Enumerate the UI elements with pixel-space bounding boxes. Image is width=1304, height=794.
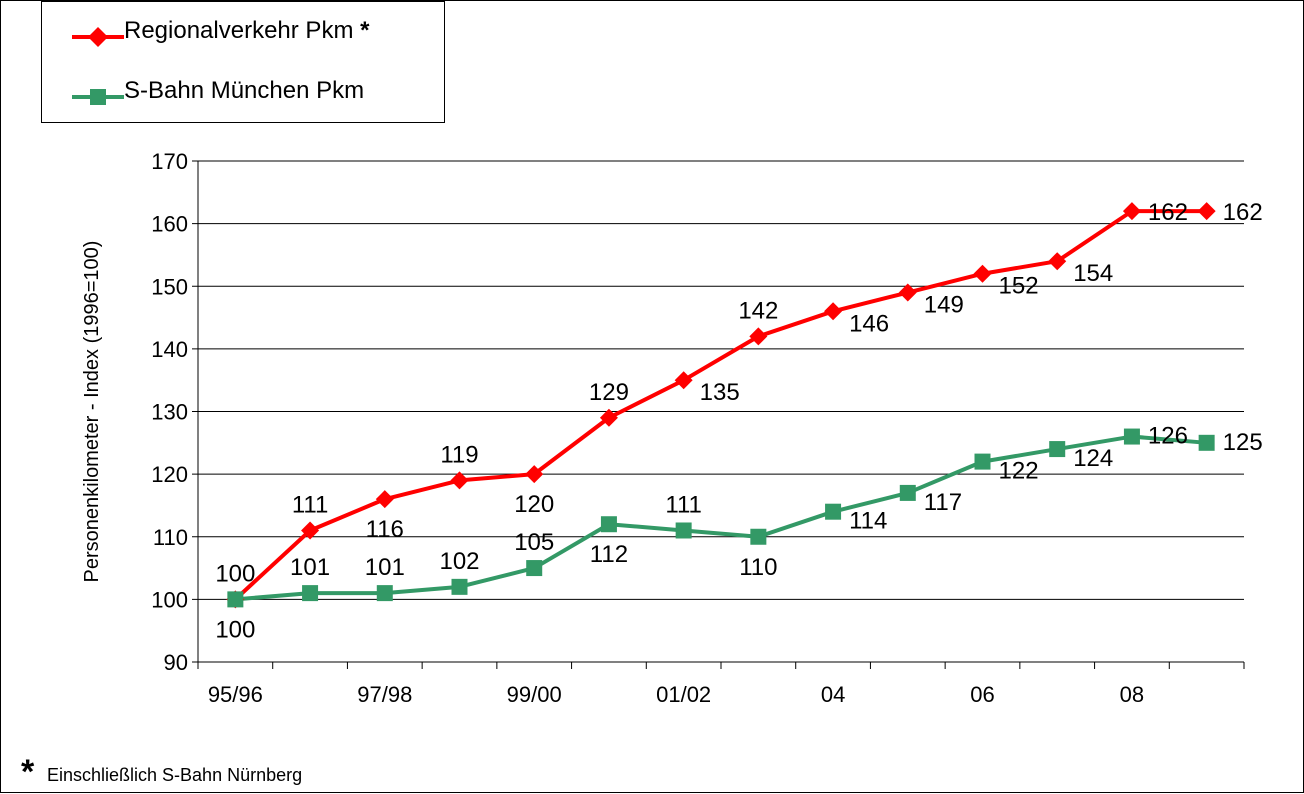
legend-label-asterisk: * <box>360 17 370 44</box>
data-label-sbahn-muenchen: 114 <box>849 508 887 535</box>
data-point-sbahn-muenchen <box>526 560 543 577</box>
y-tick-label: 160 <box>151 212 188 237</box>
data-point-sbahn-muenchen <box>227 591 244 608</box>
data-label-regionalverkehr: 129 <box>589 379 629 406</box>
data-point-regionalverkehr <box>599 408 618 427</box>
y-tick-label: 120 <box>151 462 188 487</box>
legend-swatch-square-icon <box>72 89 124 105</box>
data-label-sbahn-muenchen: 124 <box>1073 445 1113 472</box>
data-point-sbahn-muenchen <box>1198 434 1215 451</box>
data-point-regionalverkehr <box>749 327 768 346</box>
y-tick-label: 150 <box>151 274 188 299</box>
data-label-sbahn-muenchen: 122 <box>999 458 1039 485</box>
data-label-sbahn-muenchen: 112 <box>590 541 628 568</box>
data-label-regionalverkehr: 154 <box>1073 260 1113 287</box>
data-label-sbahn-muenchen: 126 <box>1148 423 1188 450</box>
data-label-regionalverkehr: 116 <box>366 516 404 543</box>
data-label-sbahn-muenchen: 110 <box>739 554 777 581</box>
data-label-regionalverkehr: 149 <box>924 292 964 319</box>
y-tick-label: 90 <box>164 650 188 675</box>
data-label-sbahn-muenchen: 101 <box>290 554 330 581</box>
data-label-regionalverkehr: 135 <box>700 379 740 406</box>
data-point-regionalverkehr <box>301 521 320 540</box>
data-point-sbahn-muenchen <box>600 516 617 533</box>
data-label-sbahn-muenchen: 101 <box>365 554 405 581</box>
x-tick-label: 04 <box>821 682 845 707</box>
data-point-sbahn-muenchen <box>825 503 842 520</box>
data-point-sbahn-muenchen <box>974 453 991 470</box>
data-label-sbahn-muenchen: 125 <box>1223 429 1263 456</box>
data-label-sbahn-muenchen: 105 <box>514 529 554 556</box>
data-point-sbahn-muenchen <box>451 578 468 595</box>
y-tick-label: 170 <box>151 149 188 174</box>
legend-label-regionalverkehr: Regionalverkehr Pkm <box>124 17 354 44</box>
footnote-asterisk: * <box>21 753 35 791</box>
data-point-sbahn-muenchen <box>899 484 916 501</box>
data-point-regionalverkehr <box>525 465 544 484</box>
data-point-regionalverkehr <box>824 302 843 321</box>
x-tick-label: 01/02 <box>656 682 711 707</box>
data-point-regionalverkehr <box>1122 202 1141 221</box>
chart-legend: Regionalverkehr Pkm * S-Bahn München Pkm <box>41 1 445 123</box>
data-label-sbahn-muenchen: 117 <box>924 489 962 516</box>
data-point-regionalverkehr <box>1048 252 1067 271</box>
x-tick-label: 95/96 <box>208 682 263 707</box>
data-point-regionalverkehr <box>898 283 917 302</box>
data-label-regionalverkehr: 120 <box>514 491 554 518</box>
legend-label-sbahn-muenchen: S-Bahn München Pkm <box>124 77 365 104</box>
data-point-sbahn-muenchen <box>675 522 692 539</box>
y-tick-label: 110 <box>153 525 188 550</box>
data-label-regionalverkehr: 162 <box>1223 199 1263 226</box>
footnote-text: Einschließlich S-Bahn Nürnberg <box>47 765 303 785</box>
x-tick-label: 06 <box>970 682 994 707</box>
data-point-regionalverkehr <box>674 371 693 390</box>
legend-swatch-diamond-icon <box>72 27 124 47</box>
data-point-sbahn-muenchen <box>376 585 393 602</box>
y-axis-title: Personenkilometer - Index (1996=100) <box>81 241 103 583</box>
x-tick-label: 08 <box>1120 682 1144 707</box>
data-label-regionalverkehr: 119 <box>440 441 478 468</box>
legend-item-sbahn-muenchen: S-Bahn München Pkm <box>42 62 444 122</box>
data-label-regionalverkehr: 142 <box>738 297 778 324</box>
data-point-regionalverkehr <box>1197 202 1216 221</box>
data-point-regionalverkehr <box>450 471 469 490</box>
data-point-sbahn-muenchen <box>302 585 319 602</box>
y-tick-label: 130 <box>151 400 188 425</box>
legend-item-regionalverkehr: Regionalverkehr Pkm * <box>42 2 444 62</box>
data-label-regionalverkehr: 162 <box>1148 199 1188 226</box>
x-tick-label: 99/00 <box>507 682 562 707</box>
y-tick-label: 140 <box>151 337 188 362</box>
data-label-regionalverkehr: 100 <box>215 616 255 643</box>
data-point-sbahn-muenchen <box>1049 441 1066 458</box>
data-point-sbahn-muenchen <box>1123 428 1140 445</box>
data-label-sbahn-muenchen: 100 <box>215 560 255 587</box>
data-point-regionalverkehr <box>973 264 992 283</box>
x-tick-label: 97/98 <box>357 682 412 707</box>
series-line-sbahn-muenchen <box>235 434 1207 602</box>
data-label-regionalverkehr: 146 <box>849 310 889 337</box>
data-label-regionalverkehr: 111 <box>292 491 328 518</box>
data-point-regionalverkehr <box>375 490 394 509</box>
data-label-regionalverkehr: 152 <box>999 273 1039 300</box>
y-tick-label: 100 <box>151 587 188 612</box>
data-label-sbahn-muenchen: 111 <box>665 491 701 518</box>
data-label-sbahn-muenchen: 102 <box>439 548 479 575</box>
data-point-sbahn-muenchen <box>750 528 767 545</box>
series-line-regionalverkehr <box>234 209 1207 601</box>
